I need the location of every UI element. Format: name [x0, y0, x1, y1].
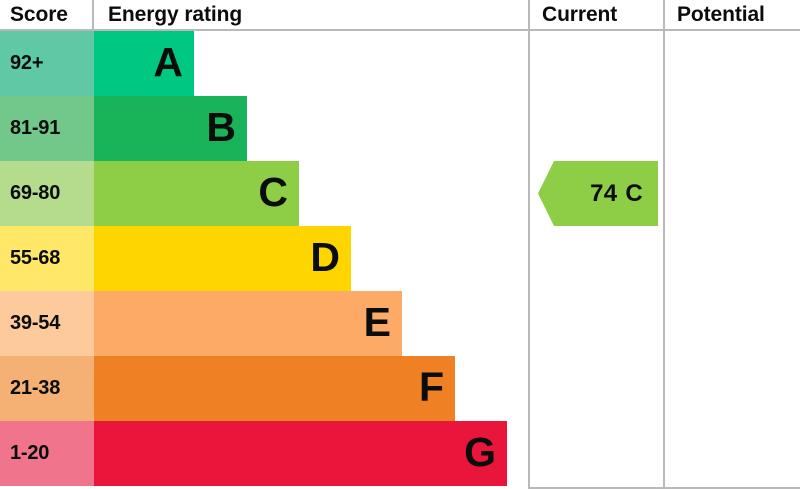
rating-bar-g: G [94, 421, 507, 486]
column-divider-current [528, 31, 530, 489]
rating-bar-d: D [94, 226, 351, 291]
band-row-e: 39-54 E [0, 291, 530, 356]
rating-letter-e: E [363, 299, 391, 345]
band-row-b: 81-91 B [0, 96, 530, 161]
rating-bar-e: E [94, 291, 402, 356]
rating-letter-g: G [464, 429, 496, 475]
score-range-b: 81-91 [0, 96, 94, 161]
score-range-e: 39-54 [0, 291, 94, 356]
band-row-g: 1-20 G [0, 421, 530, 486]
band-row-a: 92+ A [0, 31, 530, 96]
header-current: Current [530, 0, 665, 31]
score-range-f: 21-38 [0, 356, 94, 421]
rating-letter-b: B [206, 104, 236, 150]
band-row-c: 69-80 C [0, 161, 530, 226]
table-bottom-border [528, 487, 800, 489]
rating-letter-d: D [310, 234, 340, 280]
score-range-g: 1-20 [0, 421, 94, 486]
chart-header-row: Score Energy rating Current Potential [0, 0, 800, 31]
header-score: Score [0, 0, 94, 31]
rating-bar-c: C [94, 161, 299, 226]
header-potential: Potential [665, 0, 800, 31]
band-row-d: 55-68 D [0, 226, 530, 291]
rating-letter-c: C [258, 169, 288, 215]
rating-letter-a: A [153, 39, 183, 85]
score-range-d: 55-68 [0, 226, 94, 291]
band-row-f: 21-38 F [0, 356, 530, 421]
header-energy-rating: Energy rating [94, 0, 530, 31]
current-rating-score: 74 [590, 179, 618, 207]
current-rating-arrow: 74 C [538, 161, 658, 226]
rating-bar-b: B [94, 96, 247, 161]
rating-bar-a: A [94, 31, 194, 96]
column-divider-potential [663, 31, 665, 489]
rating-letter-f: F [418, 364, 444, 410]
current-rating-band: C [625, 179, 643, 207]
rating-bar-f: F [94, 356, 455, 421]
score-range-a: 92+ [0, 31, 94, 96]
score-range-c: 69-80 [0, 161, 94, 226]
